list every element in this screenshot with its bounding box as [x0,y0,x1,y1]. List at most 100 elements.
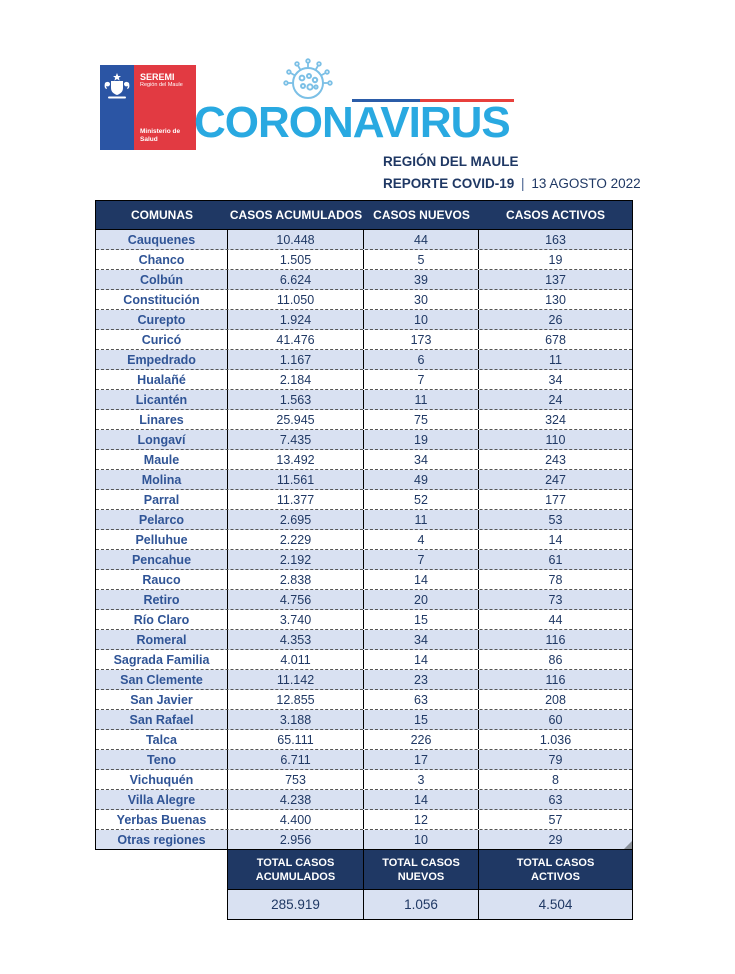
table-row: Vichuquén 753 3 8 [96,770,632,790]
totals-values-row: 285.919 1.056 4.504 [227,890,633,920]
report-subtitle: REGIÓN DEL MAULE REPORTE COVID-19 | 13 A… [383,151,641,195]
comuna-cell: San Rafael [96,710,228,729]
activos-cell: 8 [552,772,559,787]
activos-cell: 79 [548,752,563,767]
nuevos-cell: 226 [364,730,479,749]
nuevos-cell: 20 [364,590,479,609]
table-row: San Rafael 3.188 15 60 [96,710,632,730]
acumulados-cell: 4.238 [228,790,364,809]
report-label: REPORTE COVID-19 [383,176,515,191]
table-row: San Javier 12.855 63 208 [96,690,632,710]
comuna-cell: Romeral [96,630,228,649]
acumulados-cell: 1.563 [228,390,364,409]
nuevos-cell: 14 [364,570,479,589]
report-date: 13 AGOSTO 2022 [531,176,641,191]
acumulados-cell: 25.945 [228,410,364,429]
acumulados-cell: 2.229 [228,530,364,549]
table-row: Cauquenes 10.448 44 163 [96,230,632,250]
nuevos-cell: 7 [364,550,479,569]
activos-cell: 110 [545,432,566,447]
comuna-cell: Parral [96,490,228,509]
comuna-cell: Chanco [96,250,228,269]
table-row: Otras regiones 2.956 10 29 [96,830,632,850]
region-subtitle: REGIÓN DEL MAULE [383,154,519,169]
nuevos-cell: 34 [364,630,479,649]
table-row: Yerbas Buenas 4.400 12 57 [96,810,632,830]
activos-cell: 177 [545,492,566,507]
seremi-logo: SEREMI Región del Maule Ministerio de Sa… [100,65,196,150]
nuevos-cell: 4 [364,530,479,549]
table-body: Cauquenes 10.448 44 163 Chanco 1.505 5 19 Colbún… [95,230,633,850]
logo-blue-panel [100,65,134,150]
covid-table: COMUNAS CASOS ACUMULADOS CASOS NUEVOS CA… [95,200,633,920]
comuna-cell: Empedrado [96,350,228,369]
nuevos-cell: 30 [364,290,479,309]
comuna-cell: San Clemente [96,670,228,689]
comuna-cell: Sagrada Familia [96,650,228,669]
activos-cell: 19 [548,252,563,267]
table-row: Chanco 1.505 5 19 [96,250,632,270]
column-header-comunas: COMUNAS [131,208,193,222]
activos-cell: 86 [548,652,563,667]
nuevos-cell: 6 [364,350,479,369]
table-header-row: COMUNAS CASOS ACUMULADOS CASOS NUEVOS CA… [95,200,633,230]
activos-cell: 116 [545,672,566,687]
table-row: Teno 6.711 17 79 [96,750,632,770]
nuevos-cell: 15 [364,610,479,629]
comuna-cell: Yerbas Buenas [96,810,228,829]
nuevos-cell: 11 [364,510,479,529]
acumulados-cell: 6.711 [228,750,364,769]
acumulados-cell: 1.924 [228,310,364,329]
comuna-cell: Rauco [96,570,228,589]
table-row: Longaví 7.435 19 110 [96,430,632,450]
comuna-cell: Pelarco [96,510,228,529]
nuevos-cell: 14 [364,650,479,669]
cell-corner-marker [624,841,632,849]
table-row: Pelarco 2.695 11 53 [96,510,632,530]
acumulados-cell: 11.050 [228,290,364,309]
comuna-cell: Río Claro [96,610,228,629]
comuna-cell: Pencahue [96,550,228,569]
flag-accent-line [352,99,514,102]
table-row: Curepto 1.924 10 26 [96,310,632,330]
total-acumulados-value: 285.919 [228,890,364,919]
table-row: Río Claro 3.740 15 44 [96,610,632,630]
comuna-cell: Talca [96,730,228,749]
nuevos-cell: 14 [364,790,479,809]
activos-cell: 73 [548,592,563,607]
totals-header-nuevos: TOTAL CASOS NUEVOS [364,850,479,889]
acumulados-cell: 6.624 [228,270,364,289]
comuna-cell: Linares [96,410,228,429]
nuevos-cell: 19 [364,430,479,449]
comuna-cell: Molina [96,470,228,489]
coat-of-arms-icon [104,72,130,150]
acumulados-cell: 4.353 [228,630,364,649]
table-row: Parral 11.377 52 177 [96,490,632,510]
total-activos-value: 4.504 [538,897,573,912]
activos-cell: 34 [548,372,563,387]
activos-cell: 130 [545,292,566,307]
activos-cell: 208 [545,692,566,707]
activos-cell: 678 [545,332,566,347]
totals-header-row: TOTAL CASOS ACUMULADOS TOTAL CASOS NUEVO… [227,850,633,890]
table-row: Colbún 6.624 39 137 [96,270,632,290]
acumulados-cell: 4.756 [228,590,364,609]
acumulados-cell: 2.192 [228,550,364,569]
totals-header-activos: TOTAL CASOS ACTIVOS [516,856,595,883]
logo-region-text: Región del Maule [140,82,183,88]
separator: | [521,176,525,191]
table-row: San Clemente 11.142 23 116 [96,670,632,690]
acumulados-cell: 3.188 [228,710,364,729]
page-title: CORONAVIRUS [194,98,511,147]
virus-icon [281,56,335,113]
acumulados-cell: 11.377 [228,490,364,509]
acumulados-cell: 11.561 [228,470,364,489]
logo-seremi-text: SEREMI [140,72,175,82]
table-row: Constitución 11.050 30 130 [96,290,632,310]
table-row: Linares 25.945 75 324 [96,410,632,430]
comuna-cell: Villa Alegre [96,790,228,809]
activos-cell: 1.036 [539,732,572,747]
acumulados-cell: 41.476 [228,330,364,349]
activos-cell: 53 [548,512,563,527]
activos-cell: 137 [545,272,566,287]
